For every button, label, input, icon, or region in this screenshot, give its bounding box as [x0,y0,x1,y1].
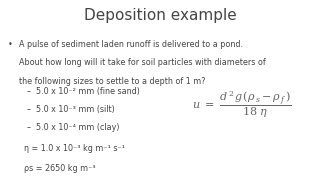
Text: –  5.0 x 10⁻² mm (fine sand): – 5.0 x 10⁻² mm (fine sand) [27,87,140,96]
Text: the following sizes to settle to a depth of 1 m?: the following sizes to settle to a depth… [19,77,206,86]
Text: η = 1.0 x 10⁻³ kg m⁻¹ s⁻¹: η = 1.0 x 10⁻³ kg m⁻¹ s⁻¹ [24,144,125,153]
Text: Deposition example: Deposition example [84,8,236,23]
Text: About how long will it take for soil particles with diameters of: About how long will it take for soil par… [19,58,266,68]
Text: A pulse of sediment laden runoff is delivered to a pond.: A pulse of sediment laden runoff is deli… [19,40,243,49]
Text: •: • [8,40,13,49]
Text: –  5.0 x 10⁻⁴ mm (clay): – 5.0 x 10⁻⁴ mm (clay) [27,123,120,132]
Text: –  5.0 x 10⁻³ mm (silt): – 5.0 x 10⁻³ mm (silt) [27,105,115,114]
Text: ρs = 2650 kg m⁻³: ρs = 2650 kg m⁻³ [24,164,96,173]
Text: $u \ = \ \dfrac{d^{\,2}g\,(\rho_{\,s} - \rho_{\,f}\,)}{18\;\eta}$: $u \ = \ \dfrac{d^{\,2}g\,(\rho_{\,s} - … [192,89,292,120]
